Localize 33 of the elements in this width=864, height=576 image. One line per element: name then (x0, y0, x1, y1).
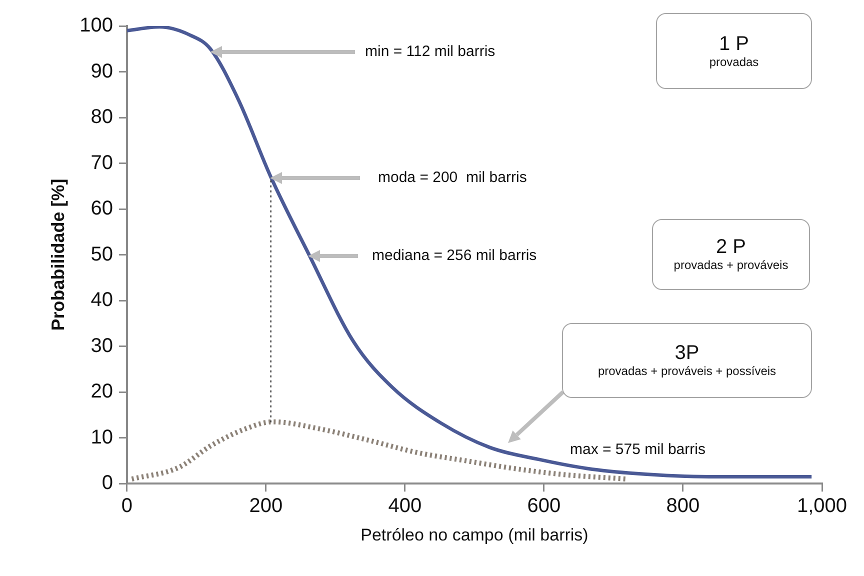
annotation: moda = 200 mil barris (378, 168, 527, 188)
x-tick-label: 800 (666, 495, 700, 518)
line-series (126, 26, 814, 478)
y-tick-label: 10 (90, 426, 113, 448)
y-tick-label: 0 (102, 472, 113, 494)
annotation: 1 P (718, 32, 750, 54)
y-tick-label: 20 (90, 380, 113, 403)
y-tick-label: 40 (90, 289, 113, 312)
note-box: 1 P provadas (656, 13, 812, 89)
annotation: provadas + prováveis + possíveis (598, 364, 776, 379)
annotation: provadas + prováveis (674, 258, 788, 273)
annotation: 3P (674, 342, 700, 364)
x-axis-title: Petróleo no campo (mil barris) (360, 525, 588, 544)
annotation: 2 P (716, 236, 746, 258)
y-tick-label: 80 (90, 106, 113, 128)
x-tick-label: 600 (527, 495, 561, 518)
y-tick-label: 90 (90, 60, 113, 82)
x-tick-label: 0 (121, 495, 133, 518)
y-tick-label: 50 (90, 243, 113, 266)
note-box: 3P provadas + prováveis + possíveis (562, 323, 812, 398)
x-tick-label: 200 (249, 495, 283, 518)
x-tick-label: 400 (388, 495, 422, 518)
annotation: mediana = 256 mil barris (372, 246, 537, 266)
annotation: provadas (709, 54, 759, 70)
annotation: min = 112 mil barris (365, 42, 496, 62)
annotation: max = 575 mil barris (570, 440, 706, 460)
x-tick-label: 1,000 (796, 495, 848, 518)
y-tick-label: 100 (80, 14, 113, 37)
y-tick-label: 70 (90, 152, 113, 174)
y-tick-label: 60 (90, 198, 113, 220)
y-tick-label: 30 (90, 334, 113, 357)
note-box: 2 P provadas + prováveis (652, 219, 810, 290)
y-axis-title: Probabilidade [%] (48, 178, 68, 331)
